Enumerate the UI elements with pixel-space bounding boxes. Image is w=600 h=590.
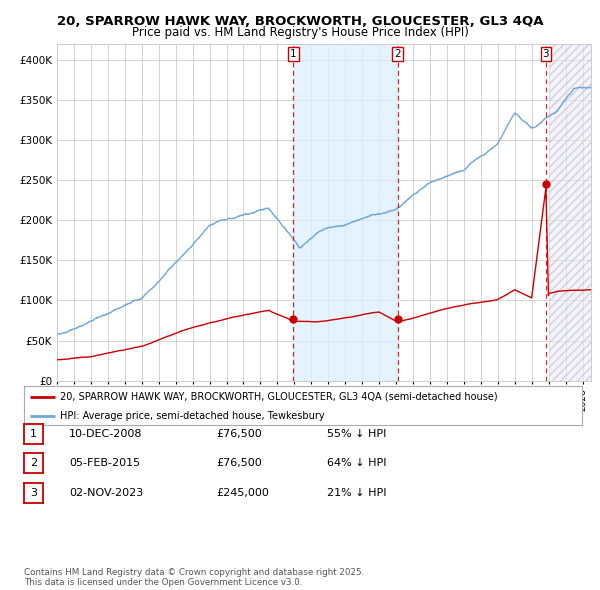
Bar [548, 44, 591, 381]
Text: £76,500: £76,500 [216, 429, 262, 438]
Text: 20, SPARROW HAWK WAY, BROCKWORTH, GLOUCESTER, GL3 4QA: 20, SPARROW HAWK WAY, BROCKWORTH, GLOUCE… [57, 15, 543, 28]
Text: Price paid vs. HM Land Registry's House Price Index (HPI): Price paid vs. HM Land Registry's House … [131, 26, 469, 39]
Text: 1: 1 [290, 49, 296, 59]
Text: 1: 1 [30, 429, 37, 438]
Text: 21% ↓ HPI: 21% ↓ HPI [327, 488, 386, 497]
Text: HPI: Average price, semi-detached house, Tewkesbury: HPI: Average price, semi-detached house,… [60, 411, 325, 421]
Bar [548, 36, 591, 381]
Text: 55% ↓ HPI: 55% ↓ HPI [327, 429, 386, 438]
Text: 64% ↓ HPI: 64% ↓ HPI [327, 458, 386, 468]
Bar [293, 44, 398, 381]
Text: 3: 3 [30, 488, 37, 497]
Text: 10-DEC-2008: 10-DEC-2008 [69, 429, 143, 438]
Text: 2: 2 [30, 458, 37, 468]
Text: £245,000: £245,000 [216, 488, 269, 497]
Text: £76,500: £76,500 [216, 458, 262, 468]
Text: 05-FEB-2015: 05-FEB-2015 [69, 458, 140, 468]
Text: 02-NOV-2023: 02-NOV-2023 [69, 488, 143, 497]
Text: 20, SPARROW HAWK WAY, BROCKWORTH, GLOUCESTER, GL3 4QA (semi-detached house): 20, SPARROW HAWK WAY, BROCKWORTH, GLOUCE… [60, 392, 498, 402]
Text: 2: 2 [394, 49, 401, 59]
Text: Contains HM Land Registry data © Crown copyright and database right 2025.
This d: Contains HM Land Registry data © Crown c… [24, 568, 364, 587]
Text: 3: 3 [542, 49, 549, 59]
